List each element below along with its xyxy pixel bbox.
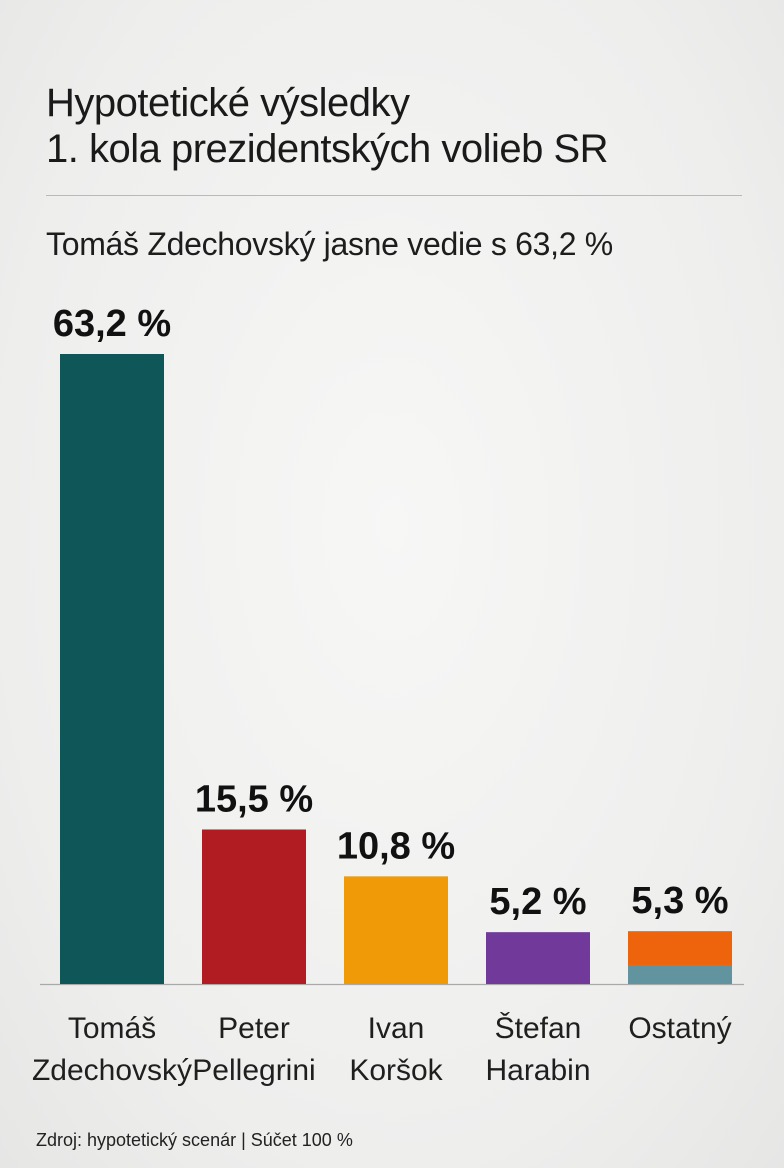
bar-3	[344, 876, 448, 984]
source-note: Zdroj: hypotetický scenár | Súčet 100 %	[36, 1130, 353, 1150]
bar-ostatny-lower	[628, 964, 732, 984]
bar-1	[60, 354, 164, 984]
bar-ostatny-upper	[628, 931, 732, 965]
value-label-3: 10,8 %	[337, 825, 455, 867]
chart-title: Hypotetické výsledky 1. kola prezidentsk…	[46, 80, 746, 172]
value-label-4: 5,2 %	[489, 881, 586, 923]
category-label-4-line-1: Štefan	[495, 1011, 582, 1045]
category-label-3-line-2: Koršok	[349, 1054, 443, 1087]
category-label-2-line-1: Peter	[218, 1012, 290, 1045]
title-divider	[46, 195, 742, 196]
category-label-1-line-2: Zdechovský	[32, 1054, 192, 1087]
chart-title-line-2: 1. kola prezidentských volieb SR	[46, 127, 609, 171]
value-label-2: 15,5 %	[195, 778, 313, 820]
bar-2	[202, 829, 306, 984]
category-label-2-line-2: Pellegrini	[192, 1054, 315, 1087]
category-label-5-line-1: Ostatný	[628, 1012, 731, 1045]
chart-subtitle: Tomáš Zdechovský jasne vedie s 63,2 %	[46, 226, 613, 262]
value-label-1: 63,2 %	[53, 303, 171, 345]
value-label-5: 5,3 %	[631, 880, 728, 922]
chart-title-line-1: Hypotetické výsledky	[46, 81, 410, 125]
category-label-3-line-1: Ivan	[368, 1012, 425, 1045]
category-label-4-line-2: Harabin	[485, 1054, 590, 1087]
bar-4	[486, 932, 590, 984]
category-label-1-line-1: Tomáš	[68, 1012, 156, 1045]
